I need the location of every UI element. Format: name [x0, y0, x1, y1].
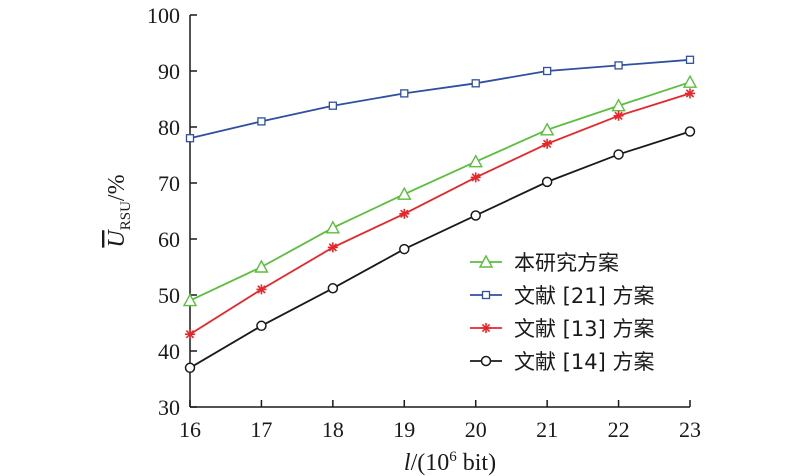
x-axis-title: l/(106 bit) — [404, 449, 496, 476]
series-line-2 — [189, 58, 691, 140]
data-point — [327, 283, 339, 294]
legend-marker — [481, 323, 491, 333]
data-point — [613, 149, 624, 160]
x-tick-label: 18 — [322, 417, 344, 442]
data-point — [611, 98, 626, 112]
data-point — [539, 122, 555, 136]
data-point — [471, 79, 480, 88]
data-point — [399, 208, 410, 219]
legend-marker — [478, 254, 494, 268]
data-point — [185, 134, 195, 143]
data-point — [256, 320, 267, 332]
series-line-3 — [189, 92, 691, 335]
y-tick-label: 70 — [158, 171, 180, 196]
data-point — [541, 176, 553, 188]
y-tick-label: 100 — [147, 3, 180, 28]
legend-item-label: 文献 [13] 方案 — [514, 317, 654, 341]
x-tick-label: 17 — [250, 417, 272, 442]
data-point — [182, 293, 198, 307]
data-point — [399, 243, 410, 255]
data-point — [257, 117, 266, 126]
x-tick-label: 19 — [393, 417, 415, 442]
data-point — [684, 126, 696, 137]
y-tick-label: 90 — [158, 59, 180, 84]
y-tick-label: 50 — [158, 283, 180, 308]
data-point — [400, 89, 409, 98]
data-point — [468, 154, 483, 168]
x-tick-label: 22 — [608, 417, 630, 442]
data-point — [685, 55, 695, 64]
legend-item-label: 本研究方案 — [514, 251, 619, 275]
x-tick-label: 20 — [465, 417, 487, 442]
data-point — [614, 61, 623, 70]
data-point — [542, 66, 552, 76]
x-tick-label: 16 — [179, 417, 201, 442]
legend-marker — [481, 290, 491, 300]
data-point — [470, 172, 481, 183]
legend-item-label: 文献 [21] 方案 — [514, 284, 654, 308]
data-point — [328, 101, 338, 110]
x-tick-label: 21 — [536, 417, 558, 442]
data-point — [254, 259, 269, 273]
data-point — [184, 362, 196, 374]
data-point — [397, 186, 412, 200]
data-point — [682, 74, 698, 88]
data-point — [470, 210, 481, 221]
y-axis-title: URSU/% — [104, 174, 134, 247]
data-point — [327, 242, 338, 253]
legend-marker — [480, 355, 492, 367]
series-line-1 — [189, 81, 691, 302]
y-tick-label: 30 — [158, 395, 180, 420]
legend-item-label: 文献 [14] 方案 — [514, 350, 654, 374]
data-point — [685, 88, 695, 99]
data-point — [185, 329, 195, 340]
data-point — [613, 110, 624, 121]
series-line-4 — [189, 130, 691, 369]
y-tick-label: 40 — [158, 339, 180, 364]
data-point — [256, 284, 267, 295]
data-point — [325, 220, 341, 234]
y-tick-label: 80 — [158, 115, 180, 140]
data-point — [542, 138, 553, 149]
y-tick-label: 60 — [158, 227, 180, 252]
x-tick-label: 23 — [679, 417, 701, 442]
